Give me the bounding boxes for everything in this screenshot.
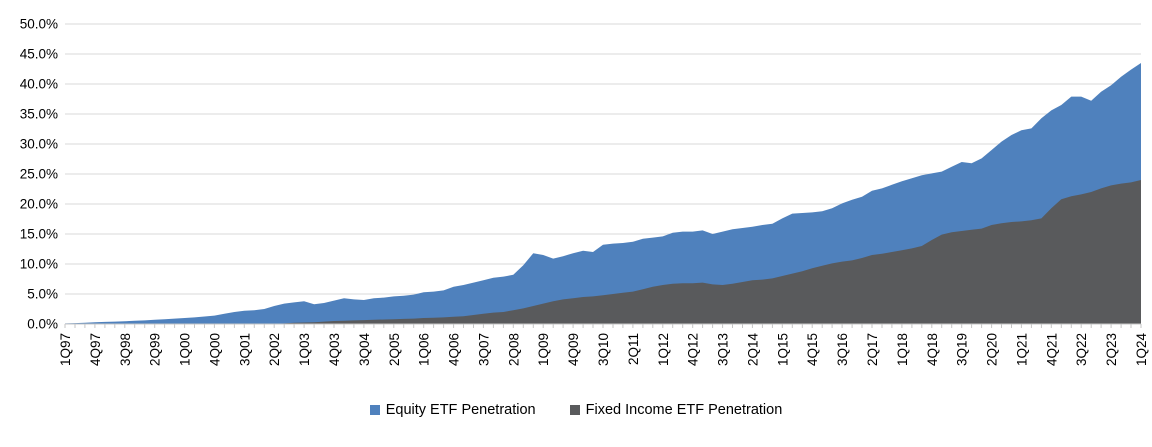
x-axis-tick-label: 1Q00	[178, 333, 193, 366]
x-axis-tick-label: 4Q00	[207, 333, 222, 366]
y-axis-tick-label: 50.0%	[20, 17, 58, 32]
x-axis-tick-label: 3Q98	[118, 333, 133, 366]
fixed-income-area	[65, 180, 1141, 324]
x-axis-tick-label: 1Q21	[1014, 333, 1029, 366]
y-axis-tick-label: 0.0%	[27, 317, 58, 332]
x-axis-tick-label: 4Q18	[925, 333, 940, 366]
x-axis-tick-label: 3Q07	[476, 333, 491, 366]
x-axis-tick-label: 3Q04	[357, 333, 372, 367]
x-axis-tick-label: 1Q15	[775, 333, 790, 366]
y-axis-tick-label: 40.0%	[20, 77, 58, 92]
x-axis-tick-label: 4Q06	[447, 333, 462, 366]
y-axis-tick-label: 35.0%	[20, 107, 58, 122]
y-axis-tick-label: 15.0%	[20, 227, 58, 242]
x-axis-tick-label: 1Q06	[417, 333, 432, 366]
y-axis-tick-label: 25.0%	[20, 167, 58, 182]
x-axis-tick-label: 4Q09	[566, 333, 581, 366]
x-axis-tick-label: 1Q97	[58, 333, 73, 366]
x-axis-tick-label: 3Q13	[716, 333, 731, 366]
x-axis-tick-label: 1Q24	[1134, 333, 1149, 367]
x-axis-tick-label: 1Q12	[656, 333, 671, 366]
y-axis-tick-label: 30.0%	[20, 137, 58, 152]
x-axis-tick-label: 4Q03	[327, 333, 342, 366]
x-axis-tick-label: 4Q12	[686, 333, 701, 366]
fixed-income-series-swatch-icon	[569, 405, 580, 416]
x-axis-tick-label: 1Q18	[895, 333, 910, 366]
y-axis-tick-label: 10.0%	[20, 257, 58, 272]
x-axis-tick-label: 1Q03	[297, 333, 312, 366]
y-axis-tick-label: 5.0%	[27, 287, 58, 302]
legend: Equity ETF Penetration Fixed Income ETF …	[0, 403, 1152, 418]
x-axis-tick-label: 3Q10	[596, 333, 611, 366]
legend-label-equity: Equity ETF Penetration	[385, 402, 536, 418]
x-axis-tick-label: 2Q02	[267, 333, 282, 366]
legend-label-fixed-income: Fixed Income ETF Penetration	[585, 402, 783, 418]
x-axis-tick-label: 2Q20	[985, 333, 1000, 366]
x-axis-tick-label: 4Q21	[1044, 333, 1059, 366]
x-axis-tick-label: 2Q23	[1104, 333, 1119, 366]
x-axis-tick-label: 2Q08	[506, 333, 521, 366]
y-axis-tick-label: 20.0%	[20, 197, 58, 212]
x-axis-tick-label: 4Q15	[805, 333, 820, 366]
x-axis-tick-label: 2Q14	[745, 333, 760, 367]
x-axis-tick-label: 2Q99	[148, 333, 163, 366]
legend-item-fixed-income: Fixed Income ETF Penetration	[569, 402, 783, 418]
legend-item-equity: Equity ETF Penetration	[369, 402, 536, 418]
y-axis-tick-label: 45.0%	[20, 47, 58, 62]
x-axis-tick-label: 3Q01	[237, 333, 252, 366]
equity-series-swatch-icon	[369, 405, 380, 416]
x-axis-tick-label: 2Q05	[387, 333, 402, 366]
x-axis-tick-label: 3Q16	[835, 333, 850, 366]
x-axis-tick-label: 4Q97	[88, 333, 103, 366]
x-axis-tick-label: 2Q17	[865, 333, 880, 366]
x-axis-tick-label: 2Q11	[626, 333, 641, 365]
x-axis-tick-label: 3Q22	[1074, 333, 1089, 366]
x-axis-tick-label: 3Q19	[955, 333, 970, 366]
plot-area: 0.0% 5.0% 10.0% 15.0% 20.0% 25.0% 30.0% 35.0% 40…	[20, 17, 1149, 367]
x-axis-tick-label: 1Q09	[536, 333, 551, 366]
